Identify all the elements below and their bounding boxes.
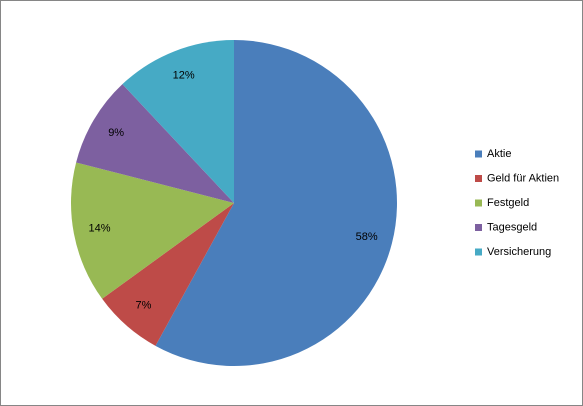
data-label: 14% xyxy=(88,223,110,235)
legend-label: Tagesgeld xyxy=(487,221,537,233)
pie-slice xyxy=(76,84,234,203)
data-label: 12% xyxy=(173,70,195,82)
pie-slice xyxy=(155,40,398,366)
legend-swatch xyxy=(475,199,482,207)
legend-label: Festgeld xyxy=(487,197,529,209)
data-label: 9% xyxy=(108,127,124,139)
legend-swatch xyxy=(475,150,482,158)
legend-label: Versicherung xyxy=(487,246,551,258)
legend-label: Geld für Aktien xyxy=(487,172,559,184)
pie-slice xyxy=(102,203,235,346)
pie-slice xyxy=(71,162,235,299)
legend-swatch xyxy=(475,248,482,256)
legend-swatch xyxy=(475,224,482,231)
legend-label: Aktie xyxy=(487,148,511,160)
pie-slice xyxy=(122,40,234,203)
legend-swatch xyxy=(475,175,482,182)
data-label: 58% xyxy=(356,231,378,243)
data-label: 7% xyxy=(136,300,152,312)
